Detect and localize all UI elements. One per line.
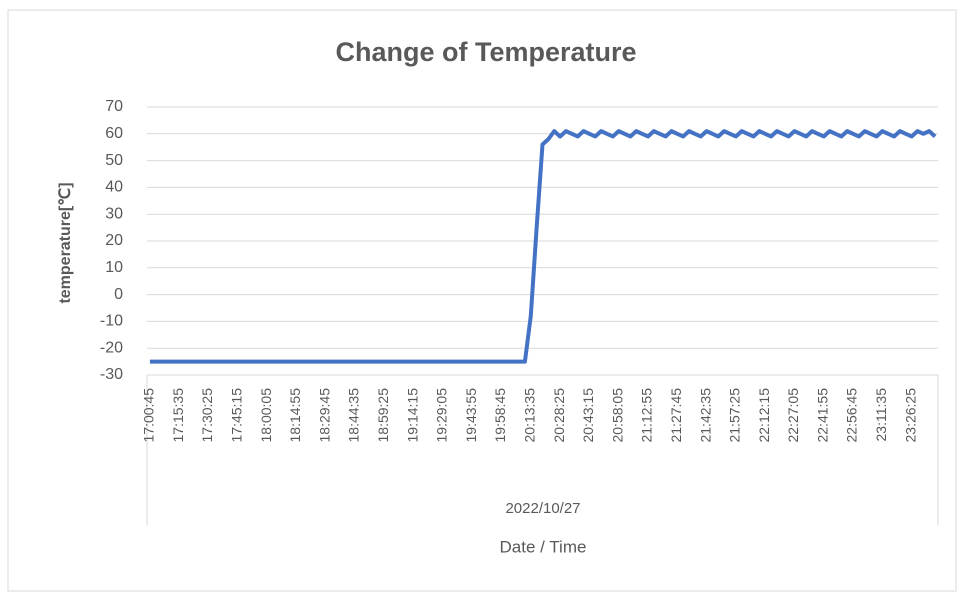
chart-border <box>7 9 957 592</box>
x-tick-label: 20:28:25 <box>551 388 567 443</box>
x-tick-label: 21:42:35 <box>697 388 713 443</box>
x-tick-label: 18:14:55 <box>287 388 303 443</box>
y-tick-label: 60 <box>105 125 123 142</box>
y-tick-label: 30 <box>105 205 123 222</box>
y-tick-label: 0 <box>114 286 123 303</box>
x-tick-label: 17:30:25 <box>199 388 215 443</box>
x-tick-label: 19:29:05 <box>434 388 450 443</box>
y-axis-title: temperature[℃] <box>57 182 74 303</box>
x-axis-title: Date / Time <box>500 537 587 556</box>
x-tick-label: 20:58:05 <box>609 388 625 443</box>
y-tick-label: 10 <box>105 259 123 276</box>
x-tick-label: 17:15:35 <box>170 388 186 443</box>
x-tick-label: 22:56:45 <box>844 388 860 443</box>
x-tick-label: 21:27:45 <box>668 388 684 443</box>
chart-title: Change of Temperature <box>335 37 636 67</box>
y-tick-label: 40 <box>105 179 123 196</box>
y-tick-label: -10 <box>100 313 123 330</box>
x-tick-label: 18:44:35 <box>346 388 362 443</box>
x-tick-label: 23:26:25 <box>902 388 918 443</box>
y-tick-label: 50 <box>105 152 123 169</box>
x-tick-label: 21:12:55 <box>639 388 655 443</box>
x-tick-label: 17:45:15 <box>229 388 245 443</box>
x-tick-label: 22:27:05 <box>785 388 801 443</box>
x-tick-label: 20:13:35 <box>521 388 537 443</box>
x-tick-label: 18:29:45 <box>316 388 332 443</box>
x-tick-label: 19:14:15 <box>404 388 420 443</box>
x-tick-label: 17:00:45 <box>141 388 157 443</box>
x-tick-label: 22:12:15 <box>756 388 772 443</box>
x-tick-label: 18:00:05 <box>258 388 274 443</box>
x-tick-label: 22:41:55 <box>814 388 830 443</box>
x-tick-label: 21:57:25 <box>727 388 743 443</box>
y-tick-label: 20 <box>105 232 123 249</box>
x-group-label: 2022/10/27 <box>505 500 580 517</box>
x-tick-label: 19:58:45 <box>492 388 508 443</box>
x-tick-label: 23:11:35 <box>873 388 889 442</box>
x-tick-label: 18:59:25 <box>375 388 391 443</box>
x-tick-label: 20:43:15 <box>580 388 596 443</box>
y-tick-label: -30 <box>100 366 123 383</box>
y-tick-label: -20 <box>100 339 123 356</box>
y-tick-label: 70 <box>105 98 123 115</box>
data-line <box>149 129 937 364</box>
x-tick-label: 19:43:55 <box>463 388 479 443</box>
